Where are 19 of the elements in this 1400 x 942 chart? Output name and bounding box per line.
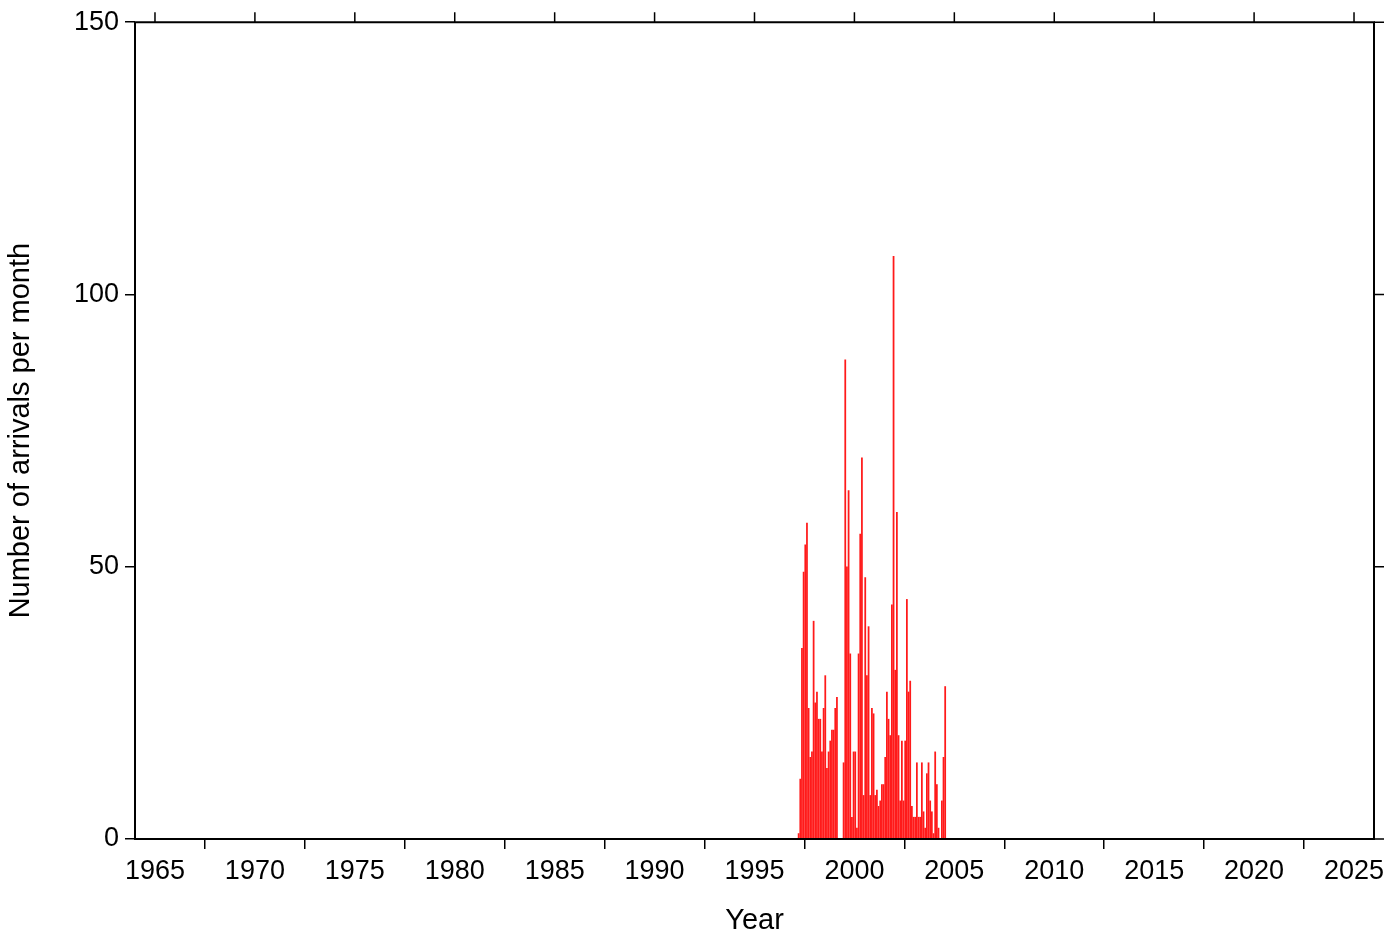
x-tick-label: 1980 — [424, 854, 485, 885]
x-tick-label: 1975 — [324, 854, 385, 885]
x-tick-label: 2025 — [1323, 854, 1385, 885]
y-tick-label: 100 — [73, 277, 119, 308]
x-tick-label: 1985 — [524, 854, 585, 885]
x-tick-label: 2010 — [1024, 854, 1085, 885]
x-tick-label: 2005 — [924, 854, 985, 885]
x-tick-label: 1965 — [124, 854, 186, 885]
y-tick-label: 50 — [88, 550, 119, 581]
y-tick-label: 0 — [103, 822, 119, 853]
y-tick-label: 150 — [73, 5, 119, 36]
x-tick-label: 2020 — [1224, 854, 1285, 885]
x-tick-label: 2015 — [1124, 854, 1185, 885]
x-tick-label: 2000 — [824, 854, 885, 885]
x-tick-label: 1990 — [624, 854, 685, 885]
y-axis-title: Number of arrivals per month — [3, 242, 36, 619]
x-tick-label: 1995 — [724, 854, 785, 885]
x-tick-label: 1970 — [224, 854, 285, 885]
x-axis-title: Year — [725, 902, 785, 935]
